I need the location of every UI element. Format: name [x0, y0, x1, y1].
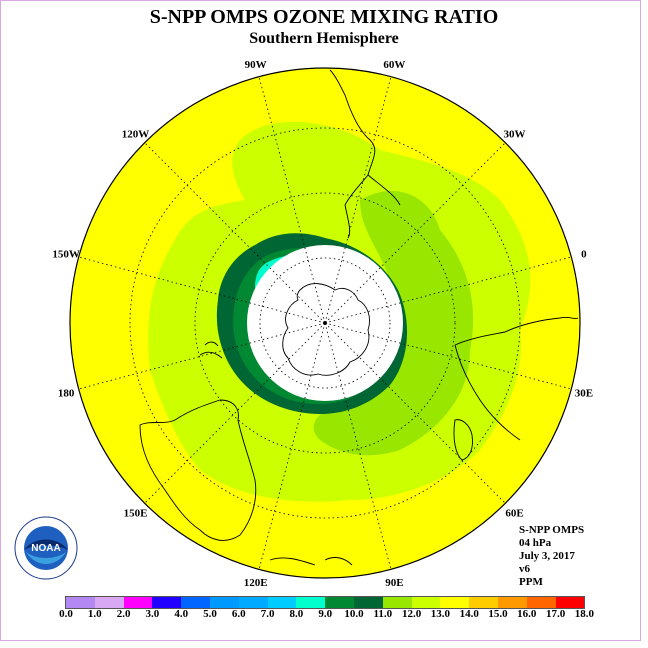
- colorbar-tick-label: 10.0: [344, 608, 364, 620]
- colorbar-tick-label: 9.0: [318, 608, 333, 620]
- colorbar-tick-label: 0.0: [59, 608, 73, 620]
- colorbar-swatch: [238, 597, 268, 608]
- longitude-label: 180: [58, 387, 75, 399]
- colorbar-tick-label: 6.0: [231, 608, 246, 620]
- colorbar-tick-label: 8.0: [289, 608, 304, 620]
- longitude-labels: 90W 60W 30W 0 30E 60E 90E 120E 150E 180 150W 120W: [52, 59, 593, 589]
- colorbar-tick-label: 5.0: [203, 608, 217, 620]
- colorbar-swatch: [325, 597, 354, 608]
- colorbar-swatch: [94, 597, 124, 608]
- colorbar-tick-label: 4.0: [174, 608, 189, 620]
- colorbar-tick-label: 3.0: [145, 608, 160, 620]
- coastline-antarctica: [282, 283, 370, 376]
- longitude-label: 30E: [575, 387, 593, 399]
- colorbar: [65, 596, 586, 609]
- meridian-line: [324, 256, 572, 324]
- south-pole-marker: [323, 321, 327, 325]
- longitude-label: 60E: [505, 508, 523, 520]
- coastlines: [139, 69, 579, 566]
- longitude-label: 90W: [245, 59, 267, 71]
- page-title: S-NPP OMPS OZONE MIXING RATIO: [149, 6, 499, 28]
- colorbar-tick-label: 18.0: [574, 608, 595, 620]
- graticule: [78, 76, 572, 570]
- colorbar-swatch: [267, 597, 297, 608]
- longitude-label: 0: [581, 249, 587, 261]
- meridian-line: [144, 322, 326, 504]
- info-version: v6: [519, 563, 530, 575]
- meridian-line: [324, 322, 506, 504]
- latitude-circle: [259, 257, 391, 389]
- latitude-circle: [194, 192, 456, 454]
- colorbar-ticks: 0.0 1.0 2.0 3.0 4.0 5.0 6.0 7.0 8.0 9.0 10.0 11.0 12…: [0, 608, 648, 624]
- colorbar-swatch: [555, 597, 585, 608]
- map-boundary: [69, 67, 581, 579]
- colorbar-swatch: [497, 597, 527, 608]
- colorbar-swatch: [152, 597, 182, 608]
- colorbar-swatch: [440, 597, 470, 608]
- coastline-australia: [139, 399, 257, 541]
- coastline-indonesia: [269, 557, 353, 566]
- noaa-logo: NOAA: [14, 516, 78, 585]
- coastline-south-america: [329, 69, 401, 239]
- longitude-label: 60W: [383, 59, 405, 71]
- colorbar-swatch: [66, 597, 95, 608]
- colorbar-swatch: [353, 597, 383, 608]
- colorbar-swatch: [296, 597, 326, 608]
- longitude-label: 120E: [244, 577, 268, 589]
- info-level: 04 hPa: [519, 537, 552, 549]
- meridian-line: [324, 322, 392, 570]
- colorbar-tick-label: 16.0: [517, 608, 537, 620]
- colorbar-tick-label: 17.0: [545, 608, 566, 620]
- coastline-africa: [454, 316, 579, 441]
- latitude-circle: [129, 127, 521, 519]
- product-info: S-NPP OMPS 04 hPa July 3, 2017 v6 PPM: [519, 524, 584, 589]
- colorbar-swatch: [411, 597, 441, 608]
- meridian-line: [144, 142, 326, 324]
- colorbar-tick-label: 2.0: [116, 608, 131, 620]
- colorbar-swatch: [382, 597, 412, 608]
- meridian-line: [258, 322, 326, 570]
- colorbar-tick-label: 14.0: [459, 608, 479, 620]
- colorbar-swatch: [123, 597, 153, 608]
- coastline-madagascar: [453, 419, 473, 461]
- longitude-label: 90E: [385, 577, 403, 589]
- info-product: S-NPP OMPS: [519, 524, 585, 536]
- longitude-label: 150E: [124, 508, 148, 520]
- figure-frame: [0, 0, 641, 641]
- colorbar-tick-label: 12.0: [401, 608, 422, 620]
- coastline-new-zealand: [199, 341, 223, 359]
- noaa-logo-text: NOAA: [31, 543, 60, 554]
- colorbar-swatch: [209, 597, 239, 608]
- colorbar-tick-label: 11.0: [373, 608, 393, 620]
- colorbar-tick-label: 1.0: [87, 608, 102, 620]
- colorbar-swatch: [469, 597, 498, 608]
- meridian-line: [78, 256, 326, 324]
- colorbar-tick-label: 13.0: [430, 608, 451, 620]
- colorbar-swatch: [181, 597, 210, 608]
- meridian-line: [258, 76, 326, 324]
- colorbar-tick-label: 7.0: [260, 608, 275, 620]
- meridian-line: [324, 76, 392, 324]
- info-date: July 3, 2017: [519, 550, 575, 562]
- info-units: PPM: [519, 576, 543, 588]
- meridian-line: [324, 142, 506, 324]
- colorbar-swatch: [526, 597, 556, 608]
- longitude-label: 30W: [504, 128, 526, 140]
- page-subtitle: Southern Hemisphere: [249, 30, 399, 47]
- longitude-label: 120W: [122, 128, 150, 140]
- meridian-line: [324, 322, 572, 390]
- colorbar-tick-label: 15.0: [488, 608, 508, 620]
- longitude-label: 150W: [52, 249, 80, 261]
- meridian-line: [78, 322, 326, 390]
